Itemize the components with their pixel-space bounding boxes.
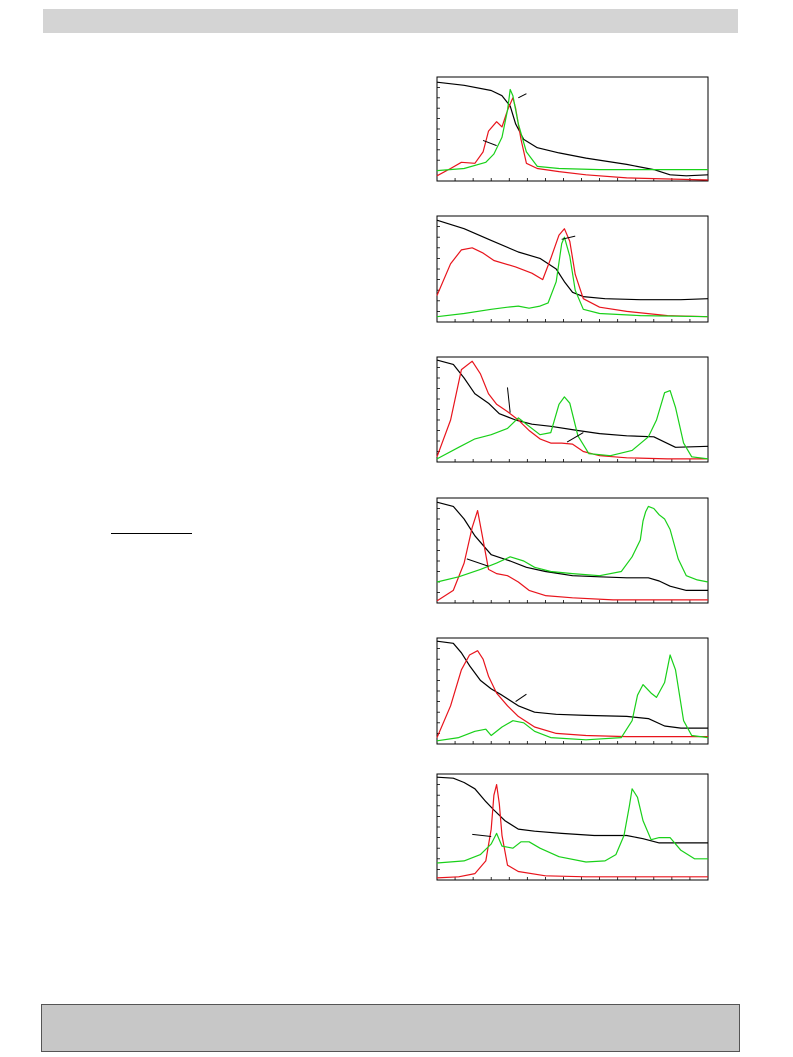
chart-3 <box>436 356 709 463</box>
series-line-1 <box>436 81 709 177</box>
chart-2 <box>436 215 709 323</box>
series-line-3 <box>436 654 709 742</box>
annotation-pointer <box>566 432 584 443</box>
chart-6 <box>436 773 709 881</box>
chart-frame <box>436 356 709 463</box>
series-line-2 <box>436 360 708 460</box>
series-line-3 <box>436 788 708 864</box>
series-line-1 <box>436 359 709 448</box>
series-line-3 <box>436 88 708 172</box>
series-line-2 <box>436 97 709 181</box>
series-line-2 <box>436 228 709 318</box>
chart-4 <box>436 497 709 604</box>
series-line-2 <box>436 784 708 879</box>
chart-frame <box>436 215 709 323</box>
series-line-2 <box>436 650 708 738</box>
annotation-pointer <box>515 693 527 703</box>
series-line-1 <box>436 501 708 591</box>
series-line-2 <box>436 510 708 602</box>
series-line-3 <box>436 390 709 460</box>
annotation-pointer <box>561 235 576 240</box>
underline-mark <box>111 533 192 534</box>
footer-bar <box>41 1004 740 1052</box>
annotation-pointer <box>466 558 489 567</box>
chart-frame <box>436 497 709 604</box>
annotation-pointer <box>472 833 492 838</box>
series-line-3 <box>436 236 709 318</box>
annotation-pointer <box>506 387 511 413</box>
annotation-pointer <box>518 93 527 99</box>
chart-1 <box>436 76 709 182</box>
series-line-3 <box>436 505 709 583</box>
series-line-1 <box>436 776 708 844</box>
annotation-pointer <box>482 139 497 147</box>
chart-5 <box>436 637 709 745</box>
chart-frame <box>436 637 709 745</box>
series-line-1 <box>436 640 708 729</box>
chart-frame <box>436 76 709 182</box>
header-bar <box>43 9 738 33</box>
series-line-1 <box>436 219 709 301</box>
chart-frame <box>436 773 709 881</box>
